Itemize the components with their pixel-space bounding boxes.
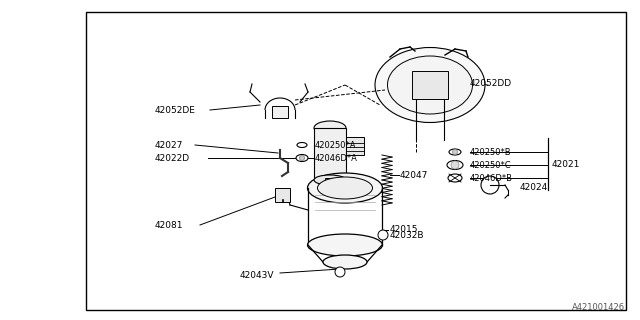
Ellipse shape (296, 155, 308, 162)
Bar (346, 137, 364, 155)
Bar (275, 188, 290, 202)
Text: 420250*A: 420250*A (315, 140, 356, 149)
Bar (272, 106, 288, 118)
Text: 42052DD: 42052DD (470, 78, 512, 87)
Text: A421001426: A421001426 (572, 303, 625, 312)
Text: 42032B: 42032B (390, 230, 424, 239)
Circle shape (300, 156, 305, 161)
Text: 42047: 42047 (400, 171, 428, 180)
Ellipse shape (448, 174, 462, 182)
Circle shape (335, 267, 345, 277)
Circle shape (378, 230, 388, 240)
Circle shape (481, 176, 499, 194)
Text: 42046D*B: 42046D*B (470, 173, 513, 182)
Ellipse shape (314, 121, 346, 135)
Text: 42027: 42027 (155, 140, 184, 149)
Text: 420250*B: 420250*B (470, 148, 511, 156)
Text: 42052DE: 42052DE (155, 106, 196, 115)
Ellipse shape (317, 177, 372, 199)
Ellipse shape (323, 255, 367, 269)
Text: 42024: 42024 (520, 182, 548, 191)
Bar (314, 128, 346, 180)
Text: 42021: 42021 (552, 159, 580, 169)
Text: 42043V: 42043V (240, 270, 275, 279)
Bar (325, 178, 335, 190)
Circle shape (451, 161, 459, 169)
Text: 42015: 42015 (390, 226, 419, 235)
Ellipse shape (387, 56, 472, 114)
Ellipse shape (314, 175, 346, 185)
Bar (86, 12, 626, 310)
Text: 42081: 42081 (155, 220, 184, 229)
Circle shape (452, 149, 458, 155)
Text: 42022D: 42022D (155, 154, 190, 163)
Ellipse shape (449, 149, 461, 155)
Ellipse shape (375, 47, 485, 123)
Ellipse shape (307, 173, 383, 203)
Ellipse shape (447, 161, 463, 170)
Text: 420250*C: 420250*C (470, 161, 511, 170)
Ellipse shape (307, 234, 383, 256)
Ellipse shape (297, 142, 307, 148)
Bar (412, 71, 448, 99)
Text: 42046D*A: 42046D*A (315, 154, 358, 163)
